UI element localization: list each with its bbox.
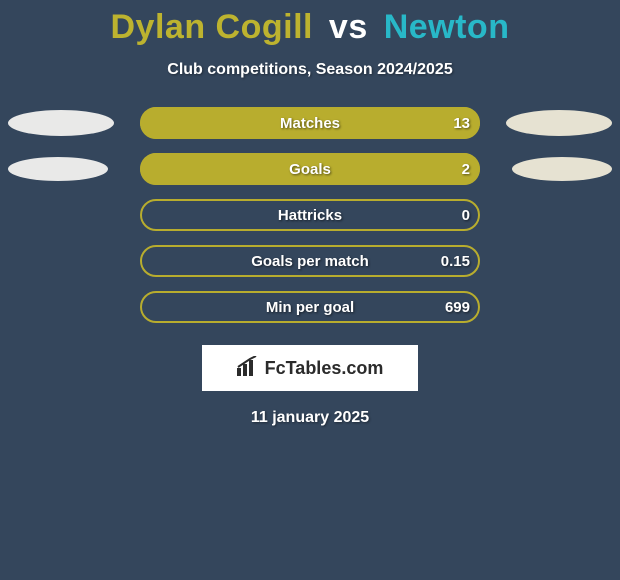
stat-value-right: 0 bbox=[462, 199, 470, 231]
title-vs: vs bbox=[329, 8, 368, 46]
stat-rows: Matches13 Goals2 Hattricks0 Goals per match… bbox=[0, 107, 620, 323]
player2-ellipse bbox=[512, 157, 612, 181]
stat-label: Goals bbox=[140, 153, 480, 185]
subtitle: Club competitions, Season 2024/2025 bbox=[0, 61, 620, 79]
stat-bar: Min per goal699 bbox=[140, 291, 480, 323]
player1-ellipse bbox=[8, 110, 114, 136]
stat-bar: Matches13 bbox=[140, 107, 480, 139]
stat-label: Goals per match bbox=[140, 245, 480, 277]
stat-row: Goals2 bbox=[0, 153, 620, 185]
stat-row: Min per goal699 bbox=[0, 291, 620, 323]
stat-label: Matches bbox=[140, 107, 480, 139]
player1-ellipse bbox=[8, 157, 108, 181]
stat-value-right: 0.15 bbox=[441, 245, 470, 277]
bars-icon bbox=[237, 356, 259, 381]
stat-bar: Goals2 bbox=[140, 153, 480, 185]
stat-label: Min per goal bbox=[140, 291, 480, 323]
stat-bar: Hattricks0 bbox=[140, 199, 480, 231]
stat-label: Hattricks bbox=[140, 199, 480, 231]
stat-row: Goals per match0.15 bbox=[0, 245, 620, 277]
stat-row: Hattricks0 bbox=[0, 199, 620, 231]
logo-text: FcTables.com bbox=[265, 358, 384, 379]
date-label: 11 january 2025 bbox=[0, 409, 620, 427]
player2-ellipse bbox=[506, 110, 612, 136]
stat-bar: Goals per match0.15 bbox=[140, 245, 480, 277]
title-player1: Dylan Cogill bbox=[111, 8, 313, 46]
stat-row: Matches13 bbox=[0, 107, 620, 139]
title-player2: Newton bbox=[384, 8, 510, 46]
stat-value-right: 2 bbox=[462, 153, 470, 185]
stat-value-right: 13 bbox=[453, 107, 470, 139]
logo-box: FcTables.com bbox=[202, 345, 418, 391]
page-title: Dylan Cogill vs Newton bbox=[0, 0, 620, 47]
stat-value-right: 699 bbox=[445, 291, 470, 323]
